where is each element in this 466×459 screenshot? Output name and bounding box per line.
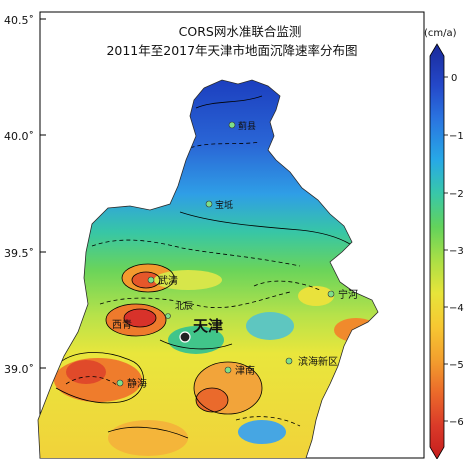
binhai-label: 滨海新区 [298, 355, 338, 368]
colorbar-tick-label: 0 [451, 73, 457, 84]
south-subsidence-zone [108, 420, 188, 456]
jixian-marker [228, 121, 236, 129]
binhai-marker [285, 357, 293, 365]
colorbar-tick-label: −6 [449, 417, 464, 428]
ninghe-marker [327, 290, 335, 298]
colorbar-tick-label: −1 [449, 131, 464, 142]
place-markers [116, 121, 335, 387]
jinghai-label: 静海 [127, 377, 147, 390]
tianjin-label: 天津 [193, 317, 223, 335]
tianjin-region [38, 80, 378, 458]
jinghai-marker [116, 379, 124, 387]
tianjin-marker [179, 331, 191, 343]
lat-tick-label: 40.5˚ [4, 14, 34, 27]
region-boundary [203, 79, 379, 459]
jinnan-label: 津南 [235, 364, 255, 377]
xiqing-label: 西青 [112, 318, 132, 331]
lat-tick-label: 39.0˚ [4, 363, 34, 376]
colorbar-tick-label: −2 [449, 189, 464, 200]
colorbar-bar [429, 43, 445, 459]
baodi-marker [205, 200, 213, 208]
lat-tick-label: 40.0˚ [4, 130, 34, 143]
map-title-line-1: CORS网水准联合监测 [179, 24, 302, 39]
beichen-label: 北辰 [175, 301, 193, 312]
wuqing-marker [147, 276, 155, 284]
colorbar-tick-label: −5 [449, 360, 464, 371]
map-title-line-2: 2011年至2017年天津市地面沉降速率分布图 [106, 43, 357, 58]
colorbar-tick-label: −4 [449, 303, 464, 314]
ninghe-zone [298, 286, 334, 306]
jixian-label: 蓟县 [238, 120, 256, 132]
beichen-marker [165, 313, 171, 319]
lat-axis: 40.5˚ 40.0˚ 39.5˚ 39.0˚ [4, 14, 46, 376]
colorbar-tick-label: −3 [449, 246, 464, 257]
baodi-label: 宝坻 [215, 199, 233, 211]
ninghe-label: 宁河 [338, 288, 358, 301]
colorbar: (cm/a) 0 −1 −2 −3 −4 −5 −6 [424, 28, 464, 459]
lat-tick-label: 39.5˚ [4, 247, 34, 260]
wuqing-label: 武清 [158, 274, 178, 287]
colorbar-unit: (cm/a) [424, 28, 457, 39]
jinnan-marker [224, 366, 232, 374]
place-labels: 蓟县 宝坻 武清 北辰 天津 西青 宁河 滨海新区 津南 静海 [112, 120, 358, 390]
